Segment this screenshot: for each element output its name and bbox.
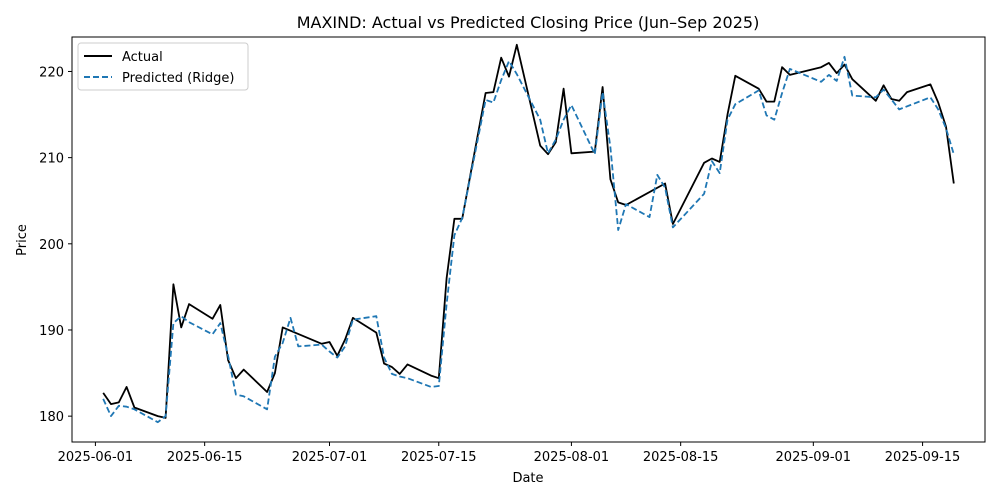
plot-frame: [71, 36, 986, 443]
y-axis-label: Price: [15, 224, 30, 256]
x-tick-label: 2025-09-15: [885, 450, 961, 465]
x-tick-label: 2025-06-01: [58, 450, 134, 465]
y-tick-label: 220: [39, 65, 64, 80]
x-axis: 2025-06-01 2025-06-15 2025-07-01 2025-07-15…: [58, 442, 961, 465]
series-line-predicted: [102, 55, 955, 424]
x-axis-label: Date: [512, 471, 543, 486]
y-axis: 180 190 200 210 220: [39, 65, 72, 425]
legend: Actual Predicted (Ridge): [77, 42, 249, 91]
x-tick-label: 2025-07-01: [292, 450, 368, 465]
y-tick-label: 210: [39, 152, 64, 167]
x-tick-label: 2025-08-15: [643, 450, 719, 465]
x-tick-label: 2025-06-15: [167, 450, 243, 465]
x-tick-label: 2025-09-01: [776, 450, 852, 465]
y-tick-label: 190: [39, 324, 64, 339]
legend-label-actual: Actual: [122, 50, 163, 65]
x-tick-label: 2025-08-01: [534, 450, 610, 465]
y-tick-label: 200: [39, 238, 64, 253]
y-tick-label: 180: [39, 410, 64, 425]
plot-area: [71, 36, 986, 443]
legend-label-predicted: Predicted (Ridge): [122, 71, 234, 86]
chart-title: MAXIND: Actual vs Predicted Closing Pric…: [297, 13, 760, 32]
series-layer: [102, 43, 955, 424]
legend-box: [77, 42, 249, 91]
x-tick-label: 2025-07-15: [401, 450, 477, 465]
